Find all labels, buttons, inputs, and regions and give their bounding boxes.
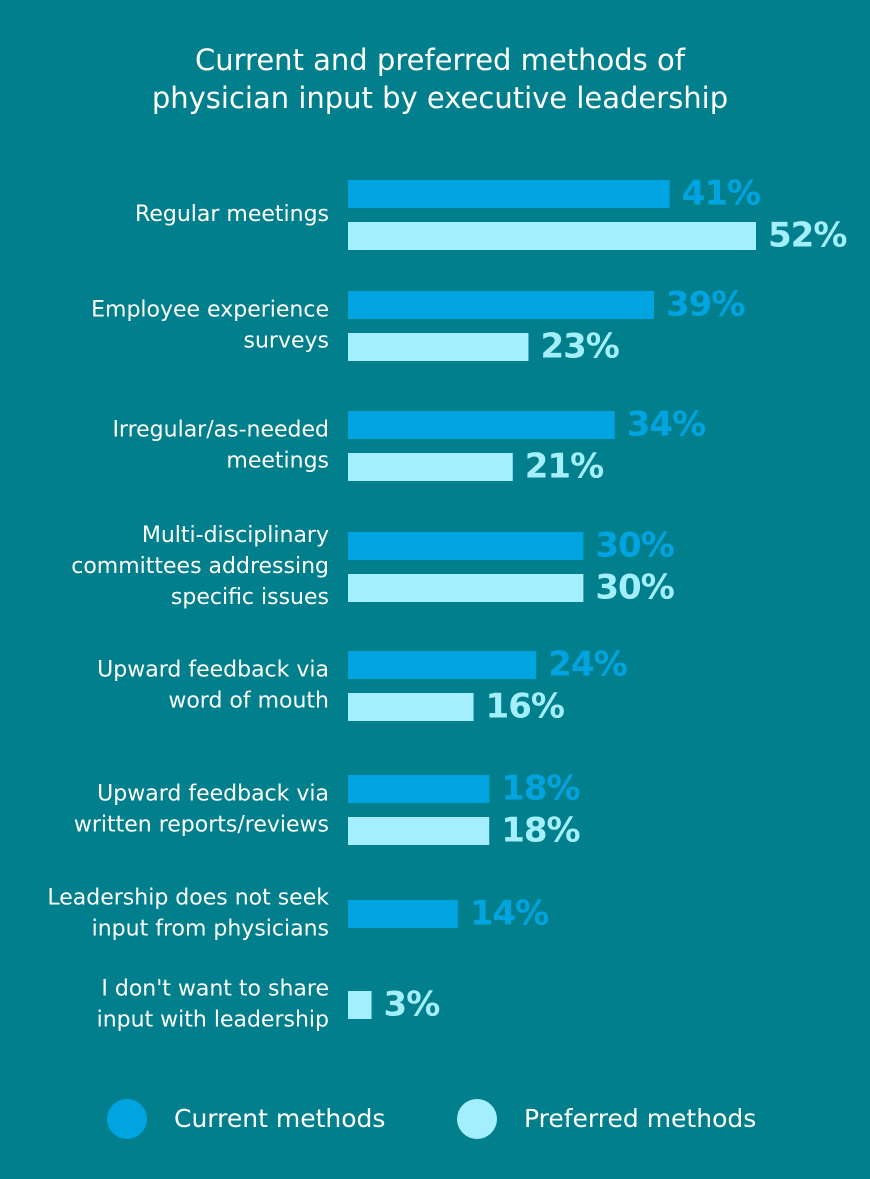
category-label: Upward feedback via word of mouth — [97, 658, 329, 714]
value-label: 23% — [540, 327, 618, 367]
value-label: 3% — [384, 985, 440, 1025]
value-label: 18% — [501, 769, 579, 809]
value-label: 39% — [666, 285, 744, 325]
bar — [348, 817, 490, 845]
bar — [348, 900, 458, 928]
chart-title: Current and preferred methods of physicia… — [152, 43, 728, 115]
value-label: 52% — [768, 216, 846, 256]
bar — [348, 693, 474, 721]
value-label: 34% — [627, 405, 705, 445]
category-label: Multi-disciplinary committees addressing s… — [71, 523, 329, 610]
category-label: I don't want to share input with leadersh… — [97, 977, 329, 1033]
value-label: 24% — [548, 645, 626, 685]
bar — [348, 775, 490, 803]
bar — [348, 991, 372, 1019]
bar — [348, 532, 584, 560]
value-label: 18% — [501, 811, 579, 851]
legend-label: Current methods — [174, 1104, 385, 1133]
value-label: 41% — [682, 174, 760, 214]
bar — [348, 574, 584, 602]
category-label: Upward feedback via written reports/revie… — [74, 782, 329, 838]
value-label: 30% — [595, 526, 673, 566]
category-label: Regular meetings — [135, 202, 329, 227]
category-label: Employee experience surveys — [91, 298, 329, 354]
value-label: 14% — [470, 894, 548, 934]
legend-label: Preferred methods — [524, 1104, 756, 1133]
value-label: 21% — [525, 447, 603, 487]
bar — [348, 291, 654, 319]
bar — [348, 333, 529, 361]
bar — [348, 180, 670, 208]
legend-swatch — [457, 1099, 497, 1139]
category-label: Leadership does not seek input from physi… — [47, 886, 329, 942]
bar — [348, 651, 537, 679]
bar — [348, 453, 513, 481]
bar — [348, 411, 615, 439]
category-label: Irregular/as-needed meetings — [112, 418, 329, 474]
value-label: 30% — [595, 568, 673, 608]
value-label: 16% — [486, 687, 564, 727]
bar — [348, 222, 756, 250]
legend-swatch — [107, 1099, 147, 1139]
